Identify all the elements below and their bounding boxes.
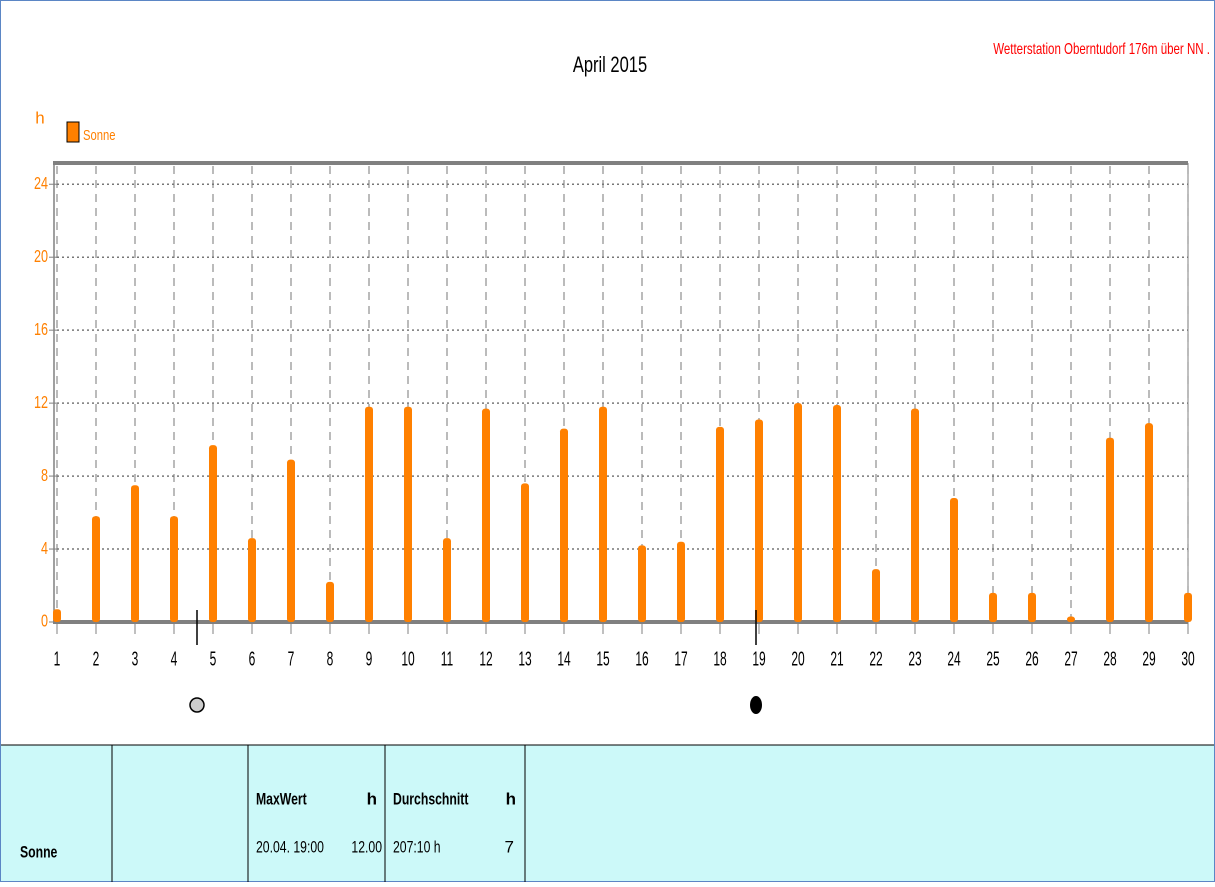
x-tick-label: 9 xyxy=(366,648,373,670)
x-tick-label: 21 xyxy=(830,648,843,670)
x-tick-label: 15 xyxy=(596,648,609,670)
bar xyxy=(599,406,607,622)
bar xyxy=(872,569,880,622)
x-tick-label: 13 xyxy=(518,648,531,670)
x-tick-label: 12 xyxy=(479,648,492,670)
bar xyxy=(287,459,295,622)
y-tick-label: 16 xyxy=(34,320,48,340)
bar xyxy=(92,516,100,622)
table-background xyxy=(1,745,1214,881)
bar xyxy=(560,428,568,622)
x-tick-label: 8 xyxy=(327,648,334,670)
x-tick-label: 6 xyxy=(249,648,256,670)
y-tick-label: 8 xyxy=(41,466,48,486)
bar xyxy=(755,419,763,622)
x-tick-label: 14 xyxy=(557,648,570,670)
bar xyxy=(911,408,919,622)
bar xyxy=(1067,616,1075,622)
max-unit: h xyxy=(367,789,377,808)
avg-unit: h xyxy=(506,789,516,808)
bar xyxy=(248,538,256,622)
legend: Sonne xyxy=(66,121,116,143)
legend-swatch xyxy=(66,121,80,143)
bar xyxy=(677,541,685,622)
x-tick-label: 25 xyxy=(986,648,999,670)
avg-header: Durchschnitt xyxy=(393,791,468,809)
x-tick-label: 19 xyxy=(752,648,765,670)
x-tick-label: 7 xyxy=(288,648,295,670)
bar xyxy=(131,485,139,622)
max-header: MaxWert xyxy=(256,791,307,809)
x-tick-label: 10 xyxy=(401,648,414,670)
y-tick-label: 0 xyxy=(41,612,48,632)
x-tick-label: 20 xyxy=(791,648,804,670)
x-tick-label: 26 xyxy=(1025,648,1038,670)
x-tick-label: 2 xyxy=(93,648,100,670)
bar xyxy=(521,483,529,622)
avg-total: 207:10 h xyxy=(393,839,441,857)
bar xyxy=(638,545,646,622)
bar xyxy=(170,516,178,622)
y-tick-label: 12 xyxy=(34,393,48,413)
x-tick-label: 27 xyxy=(1064,648,1077,670)
bar xyxy=(833,404,841,622)
bar xyxy=(950,497,958,622)
bar xyxy=(1145,423,1153,622)
x-tick-label: 28 xyxy=(1103,648,1116,670)
x-tick-label: 29 xyxy=(1142,648,1155,670)
chart-title: April 2015 xyxy=(573,53,647,78)
avg-value: 7 xyxy=(505,837,514,856)
full-moon-icon xyxy=(189,697,205,713)
subtitle: Wetterstation Oberntudorf 176m über NN . xyxy=(993,39,1210,57)
bar xyxy=(1184,592,1192,622)
bar xyxy=(404,406,412,622)
bar xyxy=(443,538,451,622)
bar xyxy=(716,426,724,622)
bar xyxy=(209,445,217,622)
x-tick-label: 5 xyxy=(210,648,217,670)
max-value: 12.00 xyxy=(351,839,382,857)
bar xyxy=(1028,592,1036,622)
x-tick-label: 4 xyxy=(171,648,178,670)
x-tick-label: 1 xyxy=(54,648,61,670)
bar xyxy=(989,592,997,622)
new-moon-icon xyxy=(750,696,762,714)
bar xyxy=(482,408,490,622)
x-tick-label: 24 xyxy=(947,648,960,670)
x-tick-label: 16 xyxy=(635,648,648,670)
x-tick-label: 22 xyxy=(869,648,882,670)
y-axis-label: h xyxy=(35,108,44,127)
y-tick-label: 24 xyxy=(34,174,48,194)
bar xyxy=(1106,437,1114,622)
bar xyxy=(53,609,61,622)
x-tick-label: 23 xyxy=(908,648,921,670)
x-tick-label: 11 xyxy=(441,648,453,670)
max-time: 20.04. 19:00 xyxy=(256,839,324,857)
x-tick-label: 17 xyxy=(674,648,687,670)
row-label: Sonne xyxy=(20,844,57,862)
x-tick-label: 3 xyxy=(132,648,139,670)
legend-label: Sonne xyxy=(83,126,116,143)
x-tick-label: 30 xyxy=(1181,648,1194,670)
table-lines xyxy=(1,744,1214,882)
y-tick-label: 4 xyxy=(41,539,48,559)
x-tick-label: 18 xyxy=(713,648,726,670)
bar xyxy=(326,581,334,622)
bar xyxy=(794,403,802,622)
y-tick-label: 20 xyxy=(34,247,48,267)
table: Sonne MaxWert h 20.04. 19:00 12.00 Durch… xyxy=(20,789,516,862)
bar xyxy=(365,406,373,622)
